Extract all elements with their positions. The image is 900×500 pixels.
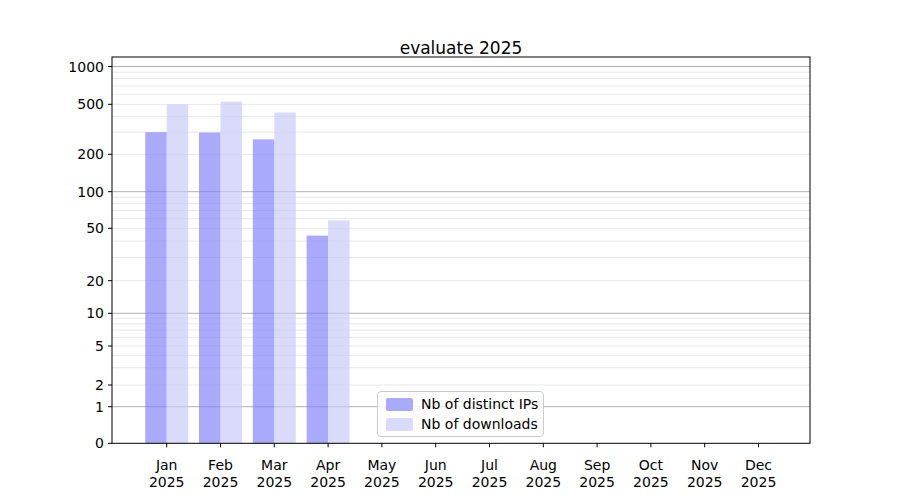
- bar-downloads-mar: [274, 113, 296, 444]
- chart-title: evaluate 2025: [112, 40, 810, 57]
- x-tick-label-jan: Jan2025: [149, 457, 185, 490]
- x-tick-label-dec: Dec2025: [741, 457, 777, 490]
- x-tick-label-may: May2025: [364, 457, 400, 490]
- x-tick-label-feb: Feb2025: [203, 457, 239, 490]
- bar-distinct-ips-feb: [199, 133, 221, 444]
- y-tick-label-0: 0: [95, 435, 104, 451]
- bar-distinct-ips-jan: [145, 132, 167, 443]
- legend-swatch-downloads: [386, 418, 413, 431]
- y-tick-label-200: 200: [77, 146, 104, 162]
- bar-downloads-jan: [167, 104, 189, 443]
- x-tick-label-aug: Aug2025: [525, 457, 561, 490]
- x-tick-label-jun: Jun2025: [418, 457, 454, 490]
- figure: 0 1 2 5 10 20 50 100 200 500 1000 Jan2025 Feb2025 Mar…: [0, 0, 900, 500]
- legend-entry-distinct-ips: Nb of distinct IPs: [386, 396, 543, 412]
- legend-label-downloads: Nb of downloads: [421, 416, 538, 432]
- y-tick-label-10: 10: [86, 305, 104, 321]
- y-tick-label-100: 100: [77, 184, 104, 200]
- bar-distinct-ips-apr: [307, 236, 329, 444]
- y-tick-label-5: 5: [95, 338, 104, 354]
- x-tick-label-mar: Mar2025: [256, 457, 292, 490]
- x-tick-label-oct: Oct2025: [633, 457, 669, 490]
- x-tick-label-sep: Sep2025: [579, 457, 615, 490]
- y-tick-label-20: 20: [86, 273, 104, 289]
- bar-downloads-apr: [328, 220, 350, 443]
- legend-entry-downloads: Nb of downloads: [386, 416, 543, 432]
- y-tick-label-1: 1: [95, 399, 104, 415]
- x-tick-label-jul: Jul2025: [472, 457, 508, 490]
- legend-label-distinct-ips: Nb of distinct IPs: [421, 396, 538, 412]
- y-tick-label-50: 50: [86, 220, 104, 236]
- x-tick-label-apr: Apr2025: [310, 457, 346, 490]
- bar-downloads-feb: [221, 102, 243, 444]
- x-tick-label-nov: Nov2025: [687, 457, 723, 490]
- legend-swatch-distinct-ips: [386, 398, 413, 411]
- legend: Nb of distinct IPs Nb of downloads: [377, 391, 544, 437]
- y-tick-label-2: 2: [95, 377, 104, 393]
- bar-distinct-ips-mar: [253, 139, 274, 443]
- y-tick-label-500: 500: [77, 96, 104, 112]
- y-tick-label-1000: 1000: [68, 59, 104, 75]
